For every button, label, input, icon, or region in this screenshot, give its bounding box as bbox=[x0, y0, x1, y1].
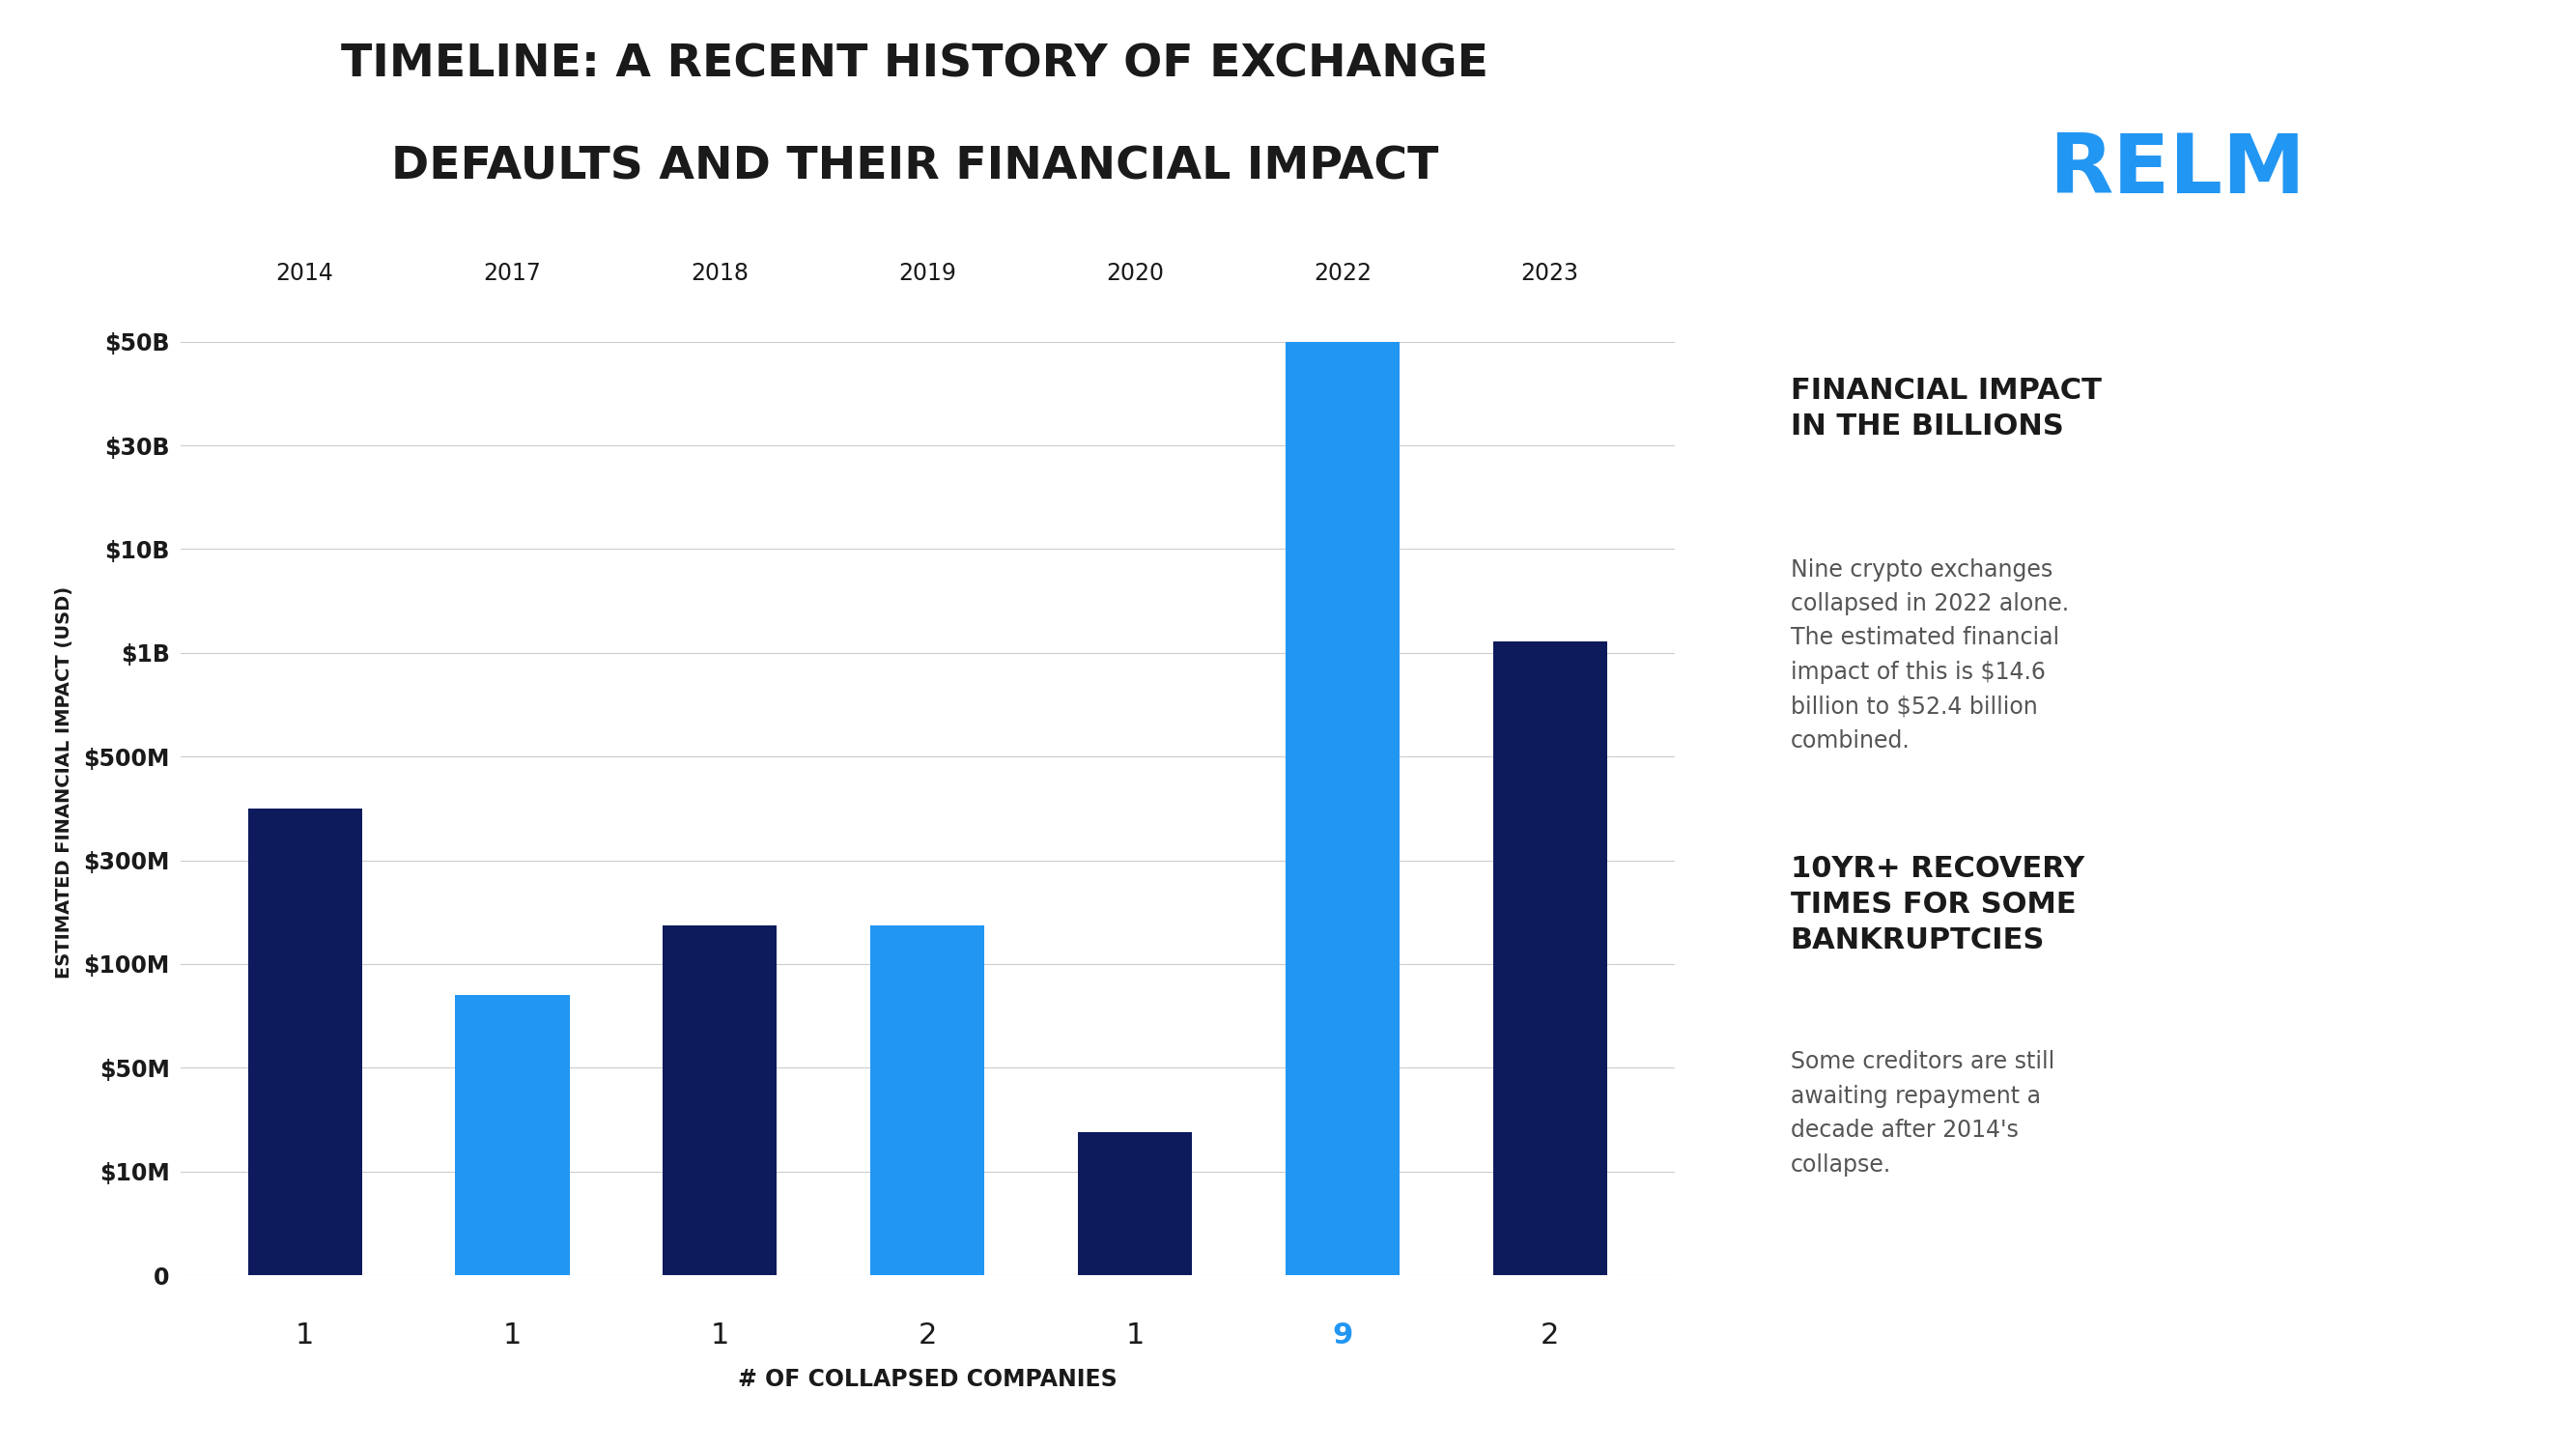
Text: 1: 1 bbox=[711, 1321, 729, 1350]
Bar bbox=[1285, 342, 1399, 1275]
Text: 10YR+ RECOVERY
TIMES FOR SOME
BANKRUPTCIES: 10YR+ RECOVERY TIMES FOR SOME BANKRUPTCI… bbox=[1790, 855, 2084, 955]
Bar bbox=[247, 809, 361, 1275]
Bar bbox=[662, 924, 778, 1275]
Text: 9: 9 bbox=[1332, 1321, 1352, 1350]
Bar bbox=[871, 924, 984, 1275]
Text: 2: 2 bbox=[1540, 1321, 1558, 1350]
Bar bbox=[1077, 1133, 1193, 1275]
Text: RELM: RELM bbox=[2048, 130, 2306, 210]
Text: 1: 1 bbox=[1126, 1321, 1144, 1350]
Text: 1: 1 bbox=[502, 1321, 523, 1350]
Text: TIMELINE: A RECENT HISTORY OF EXCHANGE: TIMELINE: A RECENT HISTORY OF EXCHANGE bbox=[340, 43, 1489, 87]
Text: ESTIMATED FINANCIAL IMPACT (USD): ESTIMATED FINANCIAL IMPACT (USD) bbox=[54, 587, 75, 978]
Text: # OF COLLAPSED COMPANIES: # OF COLLAPSED COMPANIES bbox=[737, 1368, 1118, 1391]
Text: DEFAULTS AND THEIR FINANCIAL IMPACT: DEFAULTS AND THEIR FINANCIAL IMPACT bbox=[392, 145, 1437, 188]
Text: 2: 2 bbox=[917, 1321, 938, 1350]
Text: Some creditors are still
awaiting repayment a
decade after 2014's
collapse.: Some creditors are still awaiting repaym… bbox=[1790, 1051, 2053, 1177]
Text: FINANCIAL IMPACT
IN THE BILLIONS: FINANCIAL IMPACT IN THE BILLIONS bbox=[1790, 377, 2102, 440]
Text: 1: 1 bbox=[296, 1321, 314, 1350]
Text: Nine crypto exchanges
collapsed in 2022 alone.
The estimated financial
impact of: Nine crypto exchanges collapsed in 2022 … bbox=[1790, 558, 2069, 752]
Bar bbox=[1494, 642, 1607, 1275]
Bar bbox=[456, 995, 569, 1275]
